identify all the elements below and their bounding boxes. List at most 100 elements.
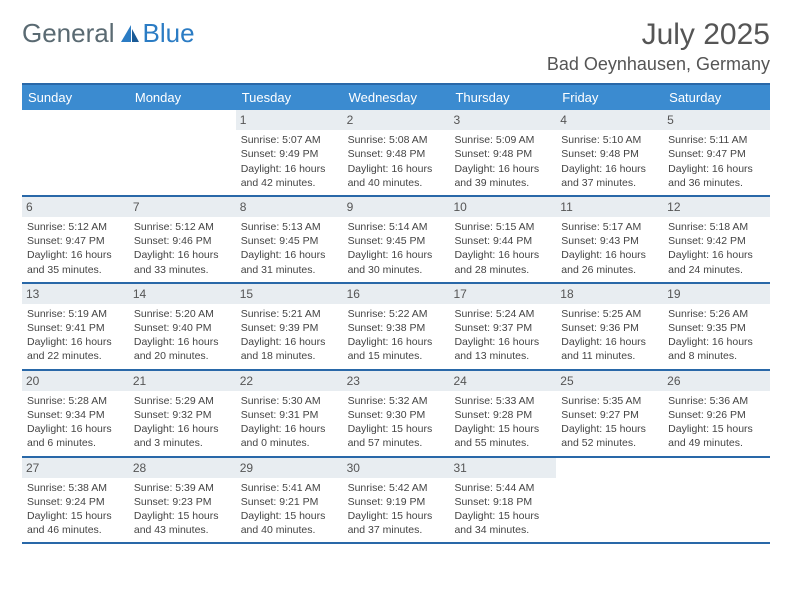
day-cell: 21 Sunrise: 5:29 AMSunset: 9:32 PMDayligh…	[129, 371, 236, 456]
day-details: Sunrise: 5:33 AMSunset: 9:28 PMDaylight:…	[454, 394, 551, 451]
weekday-header: Monday	[129, 85, 236, 110]
brand-logo: General Blue	[22, 18, 195, 49]
sunrise-text: Sunrise: 5:09 AM	[454, 133, 551, 147]
sunset-text: Sunset: 9:43 PM	[561, 234, 658, 248]
sunrise-text: Sunrise: 5:17 AM	[561, 220, 658, 234]
daylight-text: Daylight: 16 hours and 40 minutes.	[348, 162, 445, 190]
sunset-text: Sunset: 9:45 PM	[348, 234, 445, 248]
day-cell: 17Sunrise: 5:24 AMSunset: 9:37 PMDayligh…	[449, 284, 556, 369]
daylight-text: Daylight: 15 hours and 55 minutes.	[454, 422, 551, 450]
day-details: Sunrise: 5:18 AMSunset: 9:42 PMDaylight:…	[668, 220, 765, 277]
day-cell: 11Sunrise: 5:17 AMSunset: 9:43 PMDayligh…	[556, 197, 663, 282]
day-number: 18	[556, 284, 663, 304]
week-row: ..1Sunrise: 5:07 AMSunset: 9:49 PMDaylig…	[22, 110, 770, 197]
day-details: Sunrise: 5:24 AMSunset: 9:37 PMDaylight:…	[454, 307, 551, 364]
weekday-header: Saturday	[663, 85, 770, 110]
sunrise-text: Sunrise: 5:26 AM	[668, 307, 765, 321]
daylight-text: Daylight: 15 hours and 49 minutes.	[668, 422, 765, 450]
day-number: 25	[556, 371, 663, 391]
day-details: Sunrise: 5:12 AMSunset: 9:47 PMDaylight:…	[27, 220, 124, 277]
sunset-text: Sunset: 9:35 PM	[668, 321, 765, 335]
day-cell: .	[663, 458, 770, 543]
day-number: 8	[236, 197, 343, 217]
day-details: Sunrise: 5:30 AMSunset: 9:31 PMDaylight:…	[241, 394, 338, 451]
sunset-text: Sunset: 9:42 PM	[668, 234, 765, 248]
sunset-text: Sunset: 9:44 PM	[454, 234, 551, 248]
sunrise-text: Sunrise: 5:25 AM	[561, 307, 658, 321]
day-cell: 28Sunrise: 5:39 AMSunset: 9:23 PMDayligh…	[129, 458, 236, 543]
day-details: Sunrise: 5:21 AMSunset: 9:39 PMDaylight:…	[241, 307, 338, 364]
sunset-text: Sunset: 9:47 PM	[27, 234, 124, 248]
daylight-text: Daylight: 16 hours and 31 minutes.	[241, 248, 338, 276]
day-cell: 18 Sunrise: 5:25 AMSunset: 9:36 PMDayligh…	[556, 284, 663, 369]
sunrise-text: Sunrise: 5:38 AM	[27, 481, 124, 495]
weekday-header: Tuesday	[236, 85, 343, 110]
day-details: Sunrise: 5:25 AMSunset: 9:36 PMDaylight:…	[561, 307, 658, 364]
day-number: 29	[236, 458, 343, 478]
daylight-text: Daylight: 15 hours and 52 minutes.	[561, 422, 658, 450]
daylight-text: Daylight: 16 hours and 18 minutes.	[241, 335, 338, 363]
day-number: 21	[129, 371, 236, 391]
daylight-text: Daylight: 16 hours and 24 minutes.	[668, 248, 765, 276]
daylight-text: Daylight: 16 hours and 35 minutes.	[27, 248, 124, 276]
day-number: 5	[663, 110, 770, 130]
day-number: 13	[22, 284, 129, 304]
week-row: 20Sunrise: 5:28 AMSunset: 9:34 PMDayligh…	[22, 371, 770, 458]
sunrise-text: Sunrise: 5:39 AM	[134, 481, 231, 495]
sunset-text: Sunset: 9:49 PM	[241, 147, 338, 161]
location: Bad Oeynhausen, Germany	[547, 54, 770, 75]
sunset-text: Sunset: 9:48 PM	[348, 147, 445, 161]
day-cell: 15 Sunrise: 5:21 AMSunset: 9:39 PMDayligh…	[236, 284, 343, 369]
day-details: Sunrise: 5:29 AMSunset: 9:32 PMDaylight:…	[134, 394, 231, 451]
week-row: 27Sunrise: 5:38 AMSunset: 9:24 PMDayligh…	[22, 458, 770, 545]
sunrise-text: Sunrise: 5:18 AM	[668, 220, 765, 234]
day-cell: 6Sunrise: 5:12 AMSunset: 9:47 PMDaylight…	[22, 197, 129, 282]
day-details: Sunrise: 5:32 AMSunset: 9:30 PMDaylight:…	[348, 394, 445, 451]
sunrise-text: Sunrise: 5:35 AM	[561, 394, 658, 408]
sunset-text: Sunset: 9:32 PM	[134, 408, 231, 422]
sunset-text: Sunset: 9:26 PM	[668, 408, 765, 422]
day-number: 15	[236, 284, 343, 304]
day-details: Sunrise: 5:42 AMSunset: 9:19 PMDaylight:…	[348, 481, 445, 538]
sunset-text: Sunset: 9:19 PM	[348, 495, 445, 509]
daylight-text: Daylight: 15 hours and 43 minutes.	[134, 509, 231, 537]
sunrise-text: Sunrise: 5:24 AM	[454, 307, 551, 321]
sunrise-text: Sunrise: 5:19 AM	[27, 307, 124, 321]
sunset-text: Sunset: 9:39 PM	[241, 321, 338, 335]
day-details: Sunrise: 5:14 AMSunset: 9:45 PMDaylight:…	[348, 220, 445, 277]
day-number: 27	[22, 458, 129, 478]
day-cell: 24Sunrise: 5:33 AMSunset: 9:28 PMDayligh…	[449, 371, 556, 456]
daylight-text: Daylight: 16 hours and 42 minutes.	[241, 162, 338, 190]
daylight-text: Daylight: 15 hours and 46 minutes.	[27, 509, 124, 537]
sunset-text: Sunset: 9:48 PM	[561, 147, 658, 161]
day-details: Sunrise: 5:17 AMSunset: 9:43 PMDaylight:…	[561, 220, 658, 277]
day-details: Sunrise: 5:09 AMSunset: 9:48 PMDaylight:…	[454, 133, 551, 190]
header: General Blue July 2025 Bad Oeynhausen, G…	[22, 18, 770, 75]
day-number: 2	[343, 110, 450, 130]
day-cell: 26Sunrise: 5:36 AMSunset: 9:26 PMDayligh…	[663, 371, 770, 456]
sunset-text: Sunset: 9:24 PM	[27, 495, 124, 509]
sunrise-text: Sunrise: 5:36 AM	[668, 394, 765, 408]
day-number: 23	[343, 371, 450, 391]
daylight-text: Daylight: 16 hours and 22 minutes.	[27, 335, 124, 363]
day-details: Sunrise: 5:22 AMSunset: 9:38 PMDaylight:…	[348, 307, 445, 364]
daylight-text: Daylight: 16 hours and 36 minutes.	[668, 162, 765, 190]
sunrise-text: Sunrise: 5:08 AM	[348, 133, 445, 147]
sail-icon	[119, 23, 141, 45]
day-details: Sunrise: 5:35 AMSunset: 9:27 PMDaylight:…	[561, 394, 658, 451]
sunrise-text: Sunrise: 5:32 AM	[348, 394, 445, 408]
day-number: 4	[556, 110, 663, 130]
day-cell: .	[22, 110, 129, 195]
day-number: 7	[129, 197, 236, 217]
sunset-text: Sunset: 9:41 PM	[27, 321, 124, 335]
day-cell: .	[129, 110, 236, 195]
day-cell: 2 Sunrise: 5:08 AMSunset: 9:48 PMDaylight…	[343, 110, 450, 195]
day-cell: 1Sunrise: 5:07 AMSunset: 9:49 PMDaylight…	[236, 110, 343, 195]
sunset-text: Sunset: 9:37 PM	[454, 321, 551, 335]
day-cell: 20Sunrise: 5:28 AMSunset: 9:34 PMDayligh…	[22, 371, 129, 456]
weekday-header: Wednesday	[343, 85, 450, 110]
daylight-text: Daylight: 16 hours and 6 minutes.	[27, 422, 124, 450]
day-cell: 25 Sunrise: 5:35 AMSunset: 9:27 PMDayligh…	[556, 371, 663, 456]
day-cell: 10Sunrise: 5:15 AMSunset: 9:44 PMDayligh…	[449, 197, 556, 282]
daylight-text: Daylight: 16 hours and 15 minutes.	[348, 335, 445, 363]
